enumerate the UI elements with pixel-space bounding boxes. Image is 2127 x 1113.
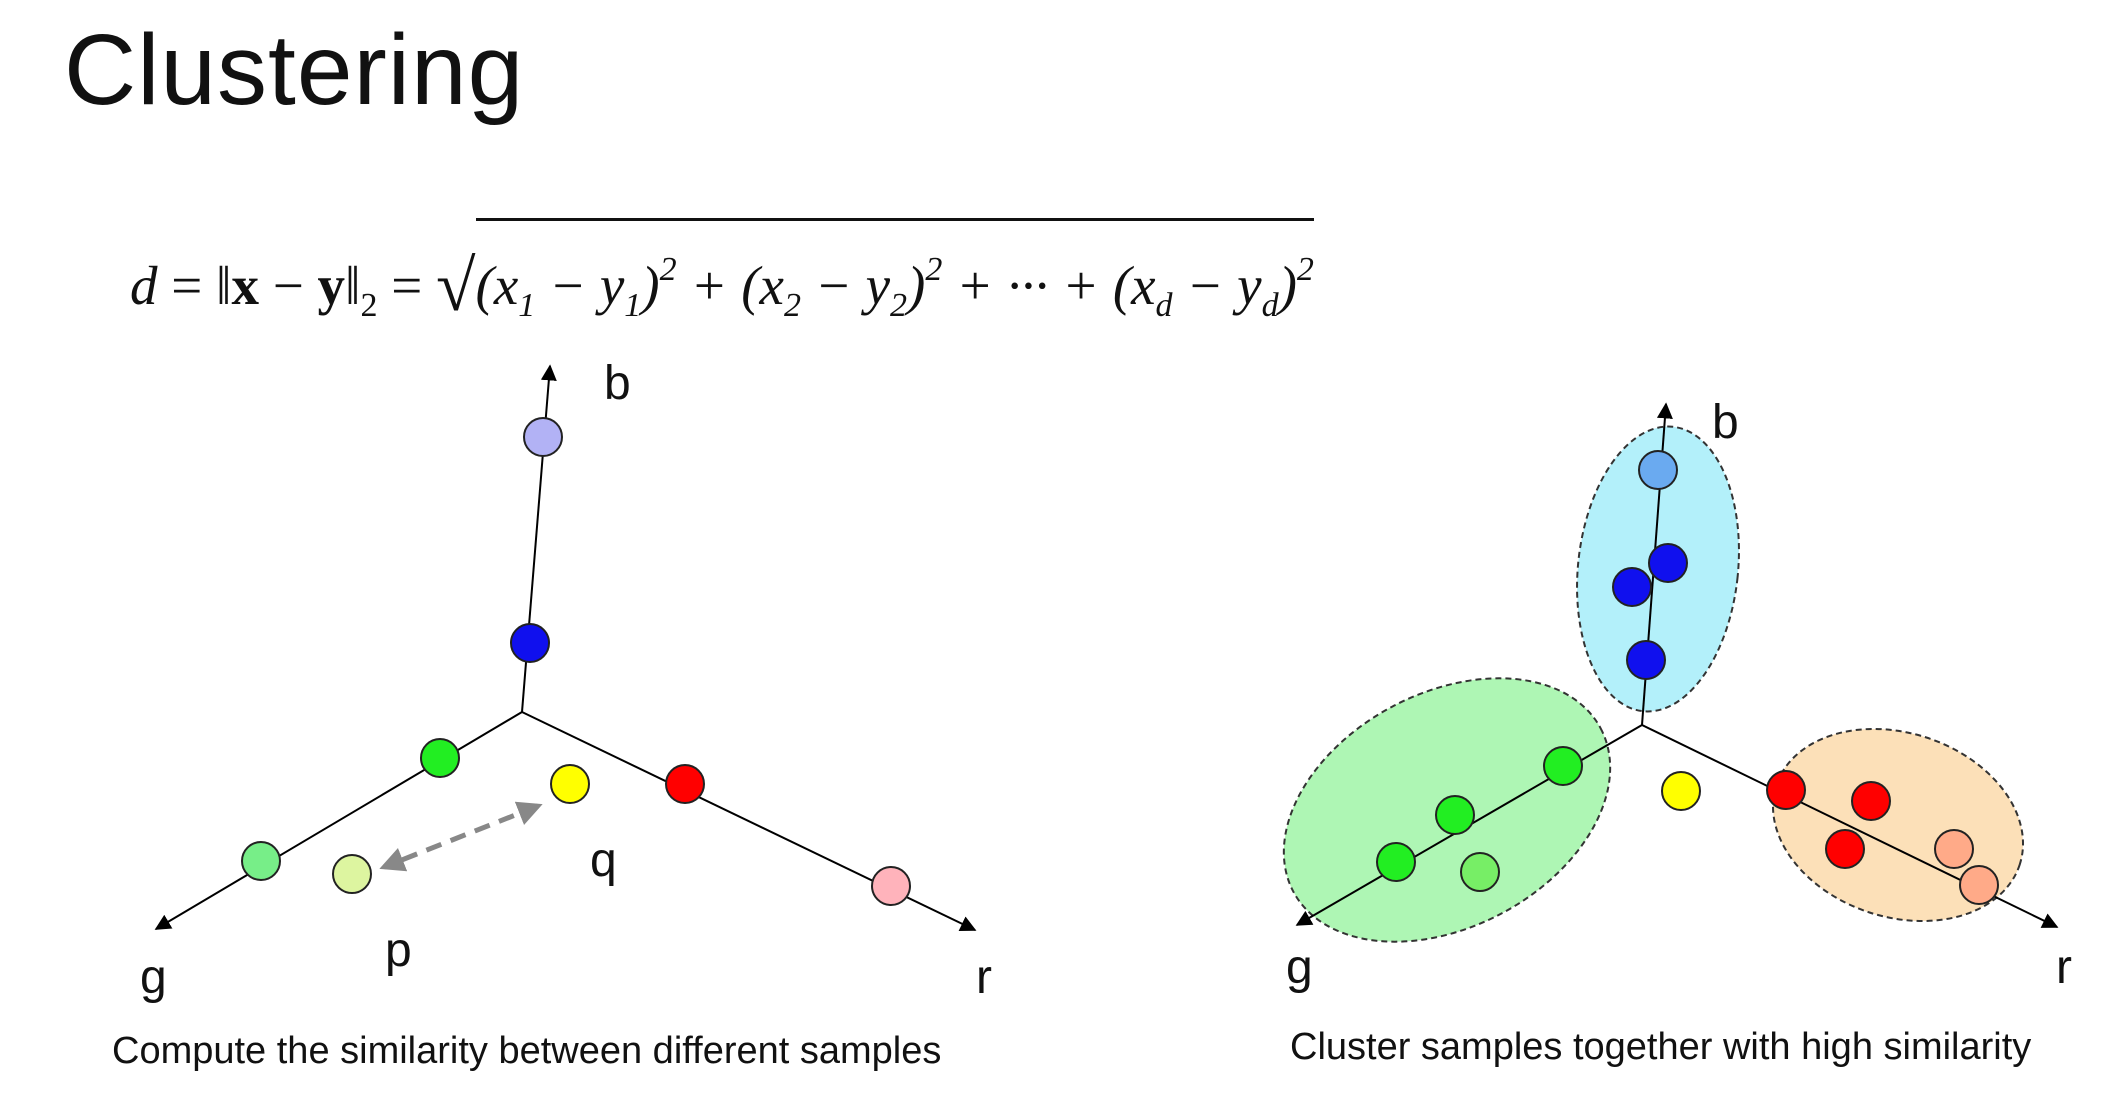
left-axis-g [154, 711, 523, 930]
formula-t3-sub2: d [1261, 287, 1279, 324]
right-diagram: b g r [1282, 396, 2072, 994]
formula-y: y [317, 255, 346, 316]
left-point-q [550, 764, 590, 804]
formula-norm-close: ‖ [345, 255, 361, 316]
left-label-g: g [140, 951, 167, 1004]
right-point-blue-3 [1626, 640, 1666, 680]
left-point-lavender [523, 417, 563, 457]
distance-formula: d = ‖x − y‖2 = √(x1 − y1)2 + (x2 − y2)2 … [130, 218, 1314, 351]
right-point-green-1 [1543, 746, 1583, 786]
formula-d: d [130, 255, 158, 316]
formula-norm-open: ‖ [216, 255, 232, 316]
right-point-salmon-2 [1959, 865, 1999, 905]
left-caption: Compute the similarity between different… [112, 1030, 942, 1072]
formula-t1: (x [475, 255, 519, 316]
formula-plus1: + [676, 255, 742, 316]
formula-t2-sub2: 2 [890, 287, 907, 324]
formula-x: x [231, 255, 259, 316]
left-point-pink [871, 866, 911, 906]
formula-t1-sup: 2 [659, 251, 677, 288]
formula-t2-minus: − y [800, 255, 890, 316]
left-label-q: q [590, 834, 617, 887]
formula-t2-sub: 2 [783, 287, 801, 324]
formula-t2-sup: 2 [925, 251, 943, 288]
right-point-light-blue [1638, 450, 1678, 490]
formula-eq1: = [171, 255, 203, 316]
right-caption: Cluster samples together with high simil… [1290, 1026, 2032, 1068]
left-point-blue [510, 623, 550, 663]
left-point-green [420, 738, 460, 778]
formula-t1-minus: − y [535, 255, 625, 316]
slide-title: Clustering [64, 14, 525, 126]
formula-t2-close: ) [907, 255, 926, 316]
right-label-r: r [2056, 941, 2072, 994]
right-point-salmon-1 [1934, 829, 1974, 869]
left-dashed-arrow [379, 801, 543, 872]
left-label-b: b [604, 357, 631, 410]
right-label-g: g [1286, 941, 1313, 994]
formula-t3-sup: 2 [1296, 251, 1314, 288]
left-label-p: p [385, 924, 412, 977]
formula-minus: − [272, 255, 304, 316]
formula-t2: (x [741, 255, 784, 316]
cluster-orange [1771, 727, 2025, 923]
formula-t1-sub2: 1 [624, 287, 642, 324]
right-point-red-1 [1766, 770, 1806, 810]
formula-sqrt: √(x1 − y1)2 + (x2 − y2)2 + ··· + (xd − y… [436, 218, 1314, 351]
formula-t1-sub: 1 [518, 287, 536, 324]
formula-t3-close: ) [1278, 255, 1297, 316]
left-point-light-green [241, 841, 281, 881]
formula-plus2: + ··· + [942, 255, 1113, 316]
formula-t3-minus: − y [1172, 255, 1262, 316]
formula-t1-close: ) [641, 255, 660, 316]
left-point-p [332, 854, 372, 894]
right-point-light-green [1460, 852, 1500, 892]
right-point-red-3 [1825, 829, 1865, 869]
right-point-red-2 [1851, 781, 1891, 821]
right-label-b: b [1712, 396, 1739, 449]
right-point-green-3 [1376, 842, 1416, 882]
formula-t3-sub: d [1155, 287, 1173, 324]
left-diagram: b g r p q [140, 357, 992, 1004]
formula-norm-sub: 2 [360, 287, 378, 324]
right-point-yellow [1661, 771, 1701, 811]
left-label-r: r [976, 951, 992, 1004]
right-point-green-2 [1435, 795, 1475, 835]
right-point-blue-1 [1648, 543, 1688, 583]
left-point-red [665, 764, 705, 804]
formula-radicand: (x1 − y1)2 + (x2 − y2)2 + ··· + (xd − yd… [475, 218, 1314, 351]
formula-radical: √ [436, 246, 476, 326]
formula-t3: (x [1112, 255, 1156, 316]
right-point-blue-2 [1612, 567, 1652, 607]
formula-eq2: = [391, 255, 423, 316]
